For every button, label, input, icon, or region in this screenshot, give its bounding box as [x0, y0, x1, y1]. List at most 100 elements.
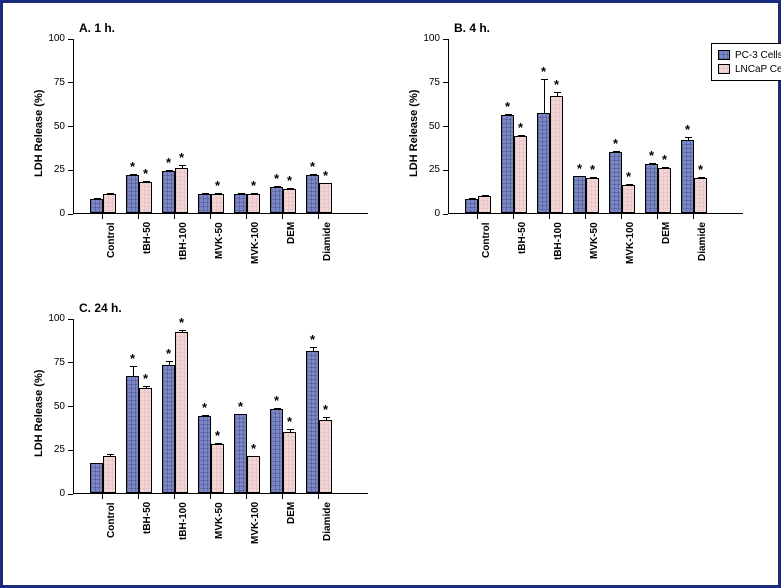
pc3-bar: [198, 194, 211, 213]
y-tick: [443, 126, 448, 127]
x-tick-label: Control: [106, 222, 117, 258]
lncap-bar: [139, 182, 152, 214]
lncap-bar: [658, 168, 671, 214]
significance-star: *: [141, 372, 151, 385]
error-cap: [649, 163, 656, 164]
x-tick-label: Diamide: [322, 502, 333, 541]
error-cap: [238, 414, 245, 415]
pc3-bar: [645, 164, 658, 213]
error-cap: [554, 92, 561, 93]
significance-star: *: [249, 442, 259, 455]
x-tick: [318, 214, 319, 219]
error-cap: [590, 177, 597, 178]
error-cap: [202, 193, 209, 194]
significance-star: *: [213, 179, 223, 192]
x-tick-label: MVK-50: [589, 222, 600, 259]
significance-star: *: [164, 156, 174, 169]
lncap-bar: [586, 178, 599, 213]
x-tick: [210, 494, 211, 499]
error-cap: [287, 429, 294, 430]
significance-star: *: [285, 174, 295, 187]
significance-star: *: [575, 162, 585, 175]
y-tick: [443, 39, 448, 40]
y-tick: [68, 214, 73, 215]
significance-star: *: [539, 65, 549, 78]
error-cap: [251, 456, 258, 457]
y-tick: [68, 319, 73, 320]
significance-star: *: [321, 403, 331, 416]
x-tick-label: Diamide: [322, 222, 333, 261]
error-cap: [94, 463, 101, 464]
x-tick-label: tBH-100: [553, 222, 564, 260]
pc3-bar: [681, 140, 694, 214]
significance-star: *: [177, 316, 187, 329]
error-cap: [274, 186, 281, 187]
x-tick: [210, 214, 211, 219]
significance-star: *: [588, 163, 598, 176]
pc3-bar: [234, 194, 247, 213]
error-cap: [310, 347, 317, 348]
lncap-bar: [175, 332, 188, 493]
lncap-bar: [550, 96, 563, 213]
error-cap: [274, 408, 281, 409]
error-cap: [323, 183, 330, 184]
pc3-bar: [162, 365, 175, 493]
pc3-bar: [270, 187, 283, 213]
significance-star: *: [552, 78, 562, 91]
significance-star: *: [516, 121, 526, 134]
error-cap: [310, 174, 317, 175]
significance-star: *: [321, 169, 331, 182]
error-cap: [143, 386, 150, 387]
pc3-bar: [501, 115, 514, 213]
panel-c: C. 24 h.************0255075100LDH Releas…: [73, 303, 428, 568]
y-tick-label: 100: [416, 33, 440, 44]
error-bar: [544, 79, 545, 114]
error-cap: [613, 151, 620, 152]
x-tick: [657, 214, 658, 219]
significance-star: *: [503, 100, 513, 113]
significance-star: *: [164, 347, 174, 360]
lncap-bar: [622, 185, 635, 213]
error-cap: [469, 198, 476, 199]
y-tick: [68, 406, 73, 407]
pc3-bar: [465, 199, 478, 213]
y-axis-label: LDH Release (%): [33, 369, 45, 456]
x-tick: [102, 494, 103, 499]
legend-item: LNCaP Cells: [718, 62, 781, 76]
pc3-bar: [162, 171, 175, 213]
significance-star: *: [128, 352, 138, 365]
lncap-bar: [211, 194, 224, 213]
significance-star: *: [660, 153, 670, 166]
x-tick: [549, 214, 550, 219]
error-cap: [215, 193, 222, 194]
pc3-bar: [90, 463, 103, 493]
lncap-bar: [478, 196, 491, 214]
plot-area: **********: [73, 39, 368, 214]
y-tick-label: 75: [41, 357, 65, 368]
error-cap: [323, 417, 330, 418]
x-tick: [513, 214, 514, 219]
y-tick: [443, 82, 448, 83]
x-tick-label: tBH-100: [178, 222, 189, 260]
y-tick-label: 0: [41, 488, 65, 499]
pc3-bar: [198, 416, 211, 493]
pc3-bar: [90, 199, 103, 213]
lncap-bar: [103, 456, 116, 493]
legend-label: PC-3 Cells: [735, 50, 781, 61]
error-cap: [577, 176, 584, 177]
error-cap: [518, 135, 525, 136]
x-tick-label: DEM: [286, 222, 297, 244]
error-cap: [541, 79, 548, 80]
x-tick: [318, 494, 319, 499]
lncap-bar: [283, 432, 296, 493]
error-cap: [130, 366, 137, 367]
x-tick-label: tBH-50: [517, 222, 528, 254]
y-axis-label: LDH Release (%): [408, 89, 420, 176]
error-cap: [166, 361, 173, 362]
error-cap: [482, 195, 489, 196]
lncap-bar: [694, 178, 707, 213]
error-cap: [251, 193, 258, 194]
x-tick-label: MVK-50: [214, 502, 225, 539]
pc3-bar: [270, 409, 283, 493]
error-cap: [287, 188, 294, 189]
